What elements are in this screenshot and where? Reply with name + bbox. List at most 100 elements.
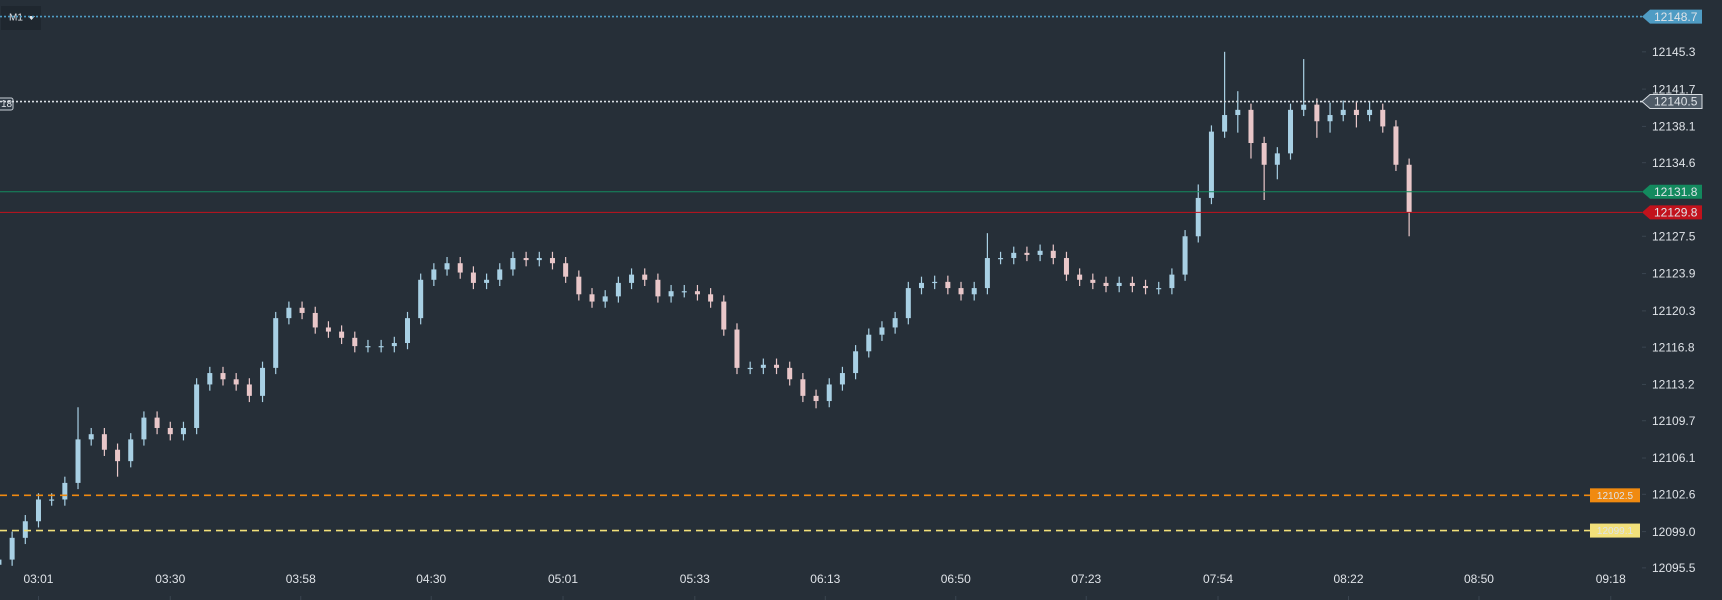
candle-body bbox=[365, 346, 371, 348]
y-tick-label: 12134.6 bbox=[1652, 156, 1696, 170]
x-tick-label: 05:33 bbox=[680, 572, 710, 586]
candle-body bbox=[1090, 279, 1096, 283]
candle-body bbox=[207, 373, 213, 385]
x-tick-label: 08:50 bbox=[1464, 572, 1494, 586]
candle-body bbox=[260, 367, 266, 396]
side-label: 18 bbox=[1, 99, 13, 110]
candle-body bbox=[668, 291, 674, 297]
candle-body bbox=[325, 327, 331, 332]
candle-body bbox=[787, 367, 793, 380]
candle-body bbox=[576, 276, 582, 295]
candle-body bbox=[1301, 104, 1307, 110]
candle-body bbox=[1169, 274, 1175, 289]
x-tick-label: 03:01 bbox=[23, 572, 53, 586]
y-tick-label: 12109.7 bbox=[1652, 414, 1696, 428]
candle-body bbox=[497, 269, 503, 280]
x-tick-label: 07:54 bbox=[1203, 572, 1233, 586]
x-tick-label: 06:50 bbox=[941, 572, 971, 586]
candle-body bbox=[774, 364, 780, 368]
price-box bbox=[1590, 488, 1640, 503]
candle-body bbox=[563, 263, 569, 277]
y-tick-label: 12095.5 bbox=[1652, 561, 1696, 575]
candle-body bbox=[694, 291, 700, 295]
candle-body bbox=[180, 427, 186, 435]
price-tag bbox=[1642, 205, 1702, 220]
candle-body bbox=[839, 373, 845, 385]
price-tag-label: 12140.5 bbox=[1654, 95, 1698, 109]
candle-body bbox=[1222, 115, 1228, 132]
candle-body bbox=[1156, 288, 1162, 290]
candle-body bbox=[826, 384, 832, 402]
candle-body bbox=[655, 279, 661, 297]
price-tag-label: 12148.7 bbox=[1654, 10, 1698, 24]
candle-body bbox=[918, 282, 924, 289]
candle-body bbox=[405, 318, 411, 344]
candle-body bbox=[418, 279, 424, 319]
x-tick-label: 03:30 bbox=[155, 572, 185, 586]
candle-body bbox=[1143, 286, 1149, 289]
candle-body bbox=[1037, 250, 1043, 255]
candle-body bbox=[602, 296, 608, 302]
candle-body bbox=[194, 384, 200, 428]
candle-body bbox=[128, 439, 134, 462]
candle-body bbox=[510, 258, 516, 270]
candle-body bbox=[49, 499, 55, 501]
candle-body bbox=[1063, 258, 1069, 275]
candle-body bbox=[1288, 109, 1294, 154]
price-box-label: 12099.1 bbox=[1597, 526, 1634, 537]
candle-body bbox=[813, 395, 819, 402]
candle-body bbox=[879, 327, 885, 335]
candle-body bbox=[1116, 282, 1122, 287]
timeframe-label[interactable]: M1 bbox=[9, 13, 23, 24]
candle-body bbox=[470, 272, 476, 283]
x-tick-label: 03:58 bbox=[286, 572, 316, 586]
y-tick-label: 12113.2 bbox=[1652, 378, 1695, 392]
candle-body bbox=[101, 434, 107, 450]
candle-body bbox=[273, 318, 279, 368]
y-tick-label: 12120.3 bbox=[1652, 304, 1696, 318]
price-tag bbox=[1641, 94, 1703, 110]
candle-body bbox=[1208, 131, 1214, 198]
x-tick-label: 07:23 bbox=[1071, 572, 1101, 586]
candle-body bbox=[905, 288, 911, 319]
candle-body bbox=[141, 417, 147, 440]
candle-body bbox=[1327, 115, 1333, 122]
candle-body bbox=[1024, 252, 1030, 255]
candle-body bbox=[1182, 236, 1188, 275]
candle-body bbox=[22, 521, 28, 538]
candle-body bbox=[35, 499, 41, 522]
x-tick-label: 09:18 bbox=[1596, 572, 1626, 586]
candle-body bbox=[154, 417, 160, 428]
candle-body bbox=[866, 334, 872, 352]
candle-body bbox=[352, 337, 358, 347]
price-box-label: 12102.5 bbox=[1597, 491, 1634, 502]
candle-body bbox=[0, 559, 2, 565]
candle-body bbox=[1340, 109, 1346, 116]
y-tick-label: 12106.1 bbox=[1652, 451, 1696, 465]
candle-body bbox=[1235, 109, 1241, 116]
candle-body bbox=[1393, 126, 1399, 165]
y-tick-label: 12127.5 bbox=[1652, 229, 1696, 243]
candle-body bbox=[853, 351, 859, 374]
candle-body bbox=[233, 379, 239, 385]
timeframe-selector[interactable] bbox=[1, 6, 41, 30]
candle-body bbox=[932, 281, 938, 284]
candle-body bbox=[721, 301, 727, 330]
x-tick-label: 05:01 bbox=[548, 572, 578, 586]
candle-body bbox=[549, 258, 555, 264]
y-tick-label: 12099.0 bbox=[1652, 525, 1696, 539]
candle-body bbox=[892, 318, 898, 328]
candle-body bbox=[734, 329, 740, 368]
candle-body bbox=[615, 282, 621, 297]
candle-body bbox=[800, 379, 806, 396]
candle-body bbox=[945, 281, 951, 289]
candle-body bbox=[1050, 250, 1056, 259]
price-tag-label: 12129.8 bbox=[1654, 206, 1698, 220]
price-tag-label: 12131.8 bbox=[1654, 185, 1698, 199]
candle-body bbox=[523, 258, 529, 261]
candle-body bbox=[457, 263, 463, 273]
candle-body bbox=[9, 537, 15, 560]
candle-body bbox=[444, 263, 450, 270]
candle-body bbox=[299, 307, 305, 313]
x-tick-label: 04:30 bbox=[416, 572, 446, 586]
